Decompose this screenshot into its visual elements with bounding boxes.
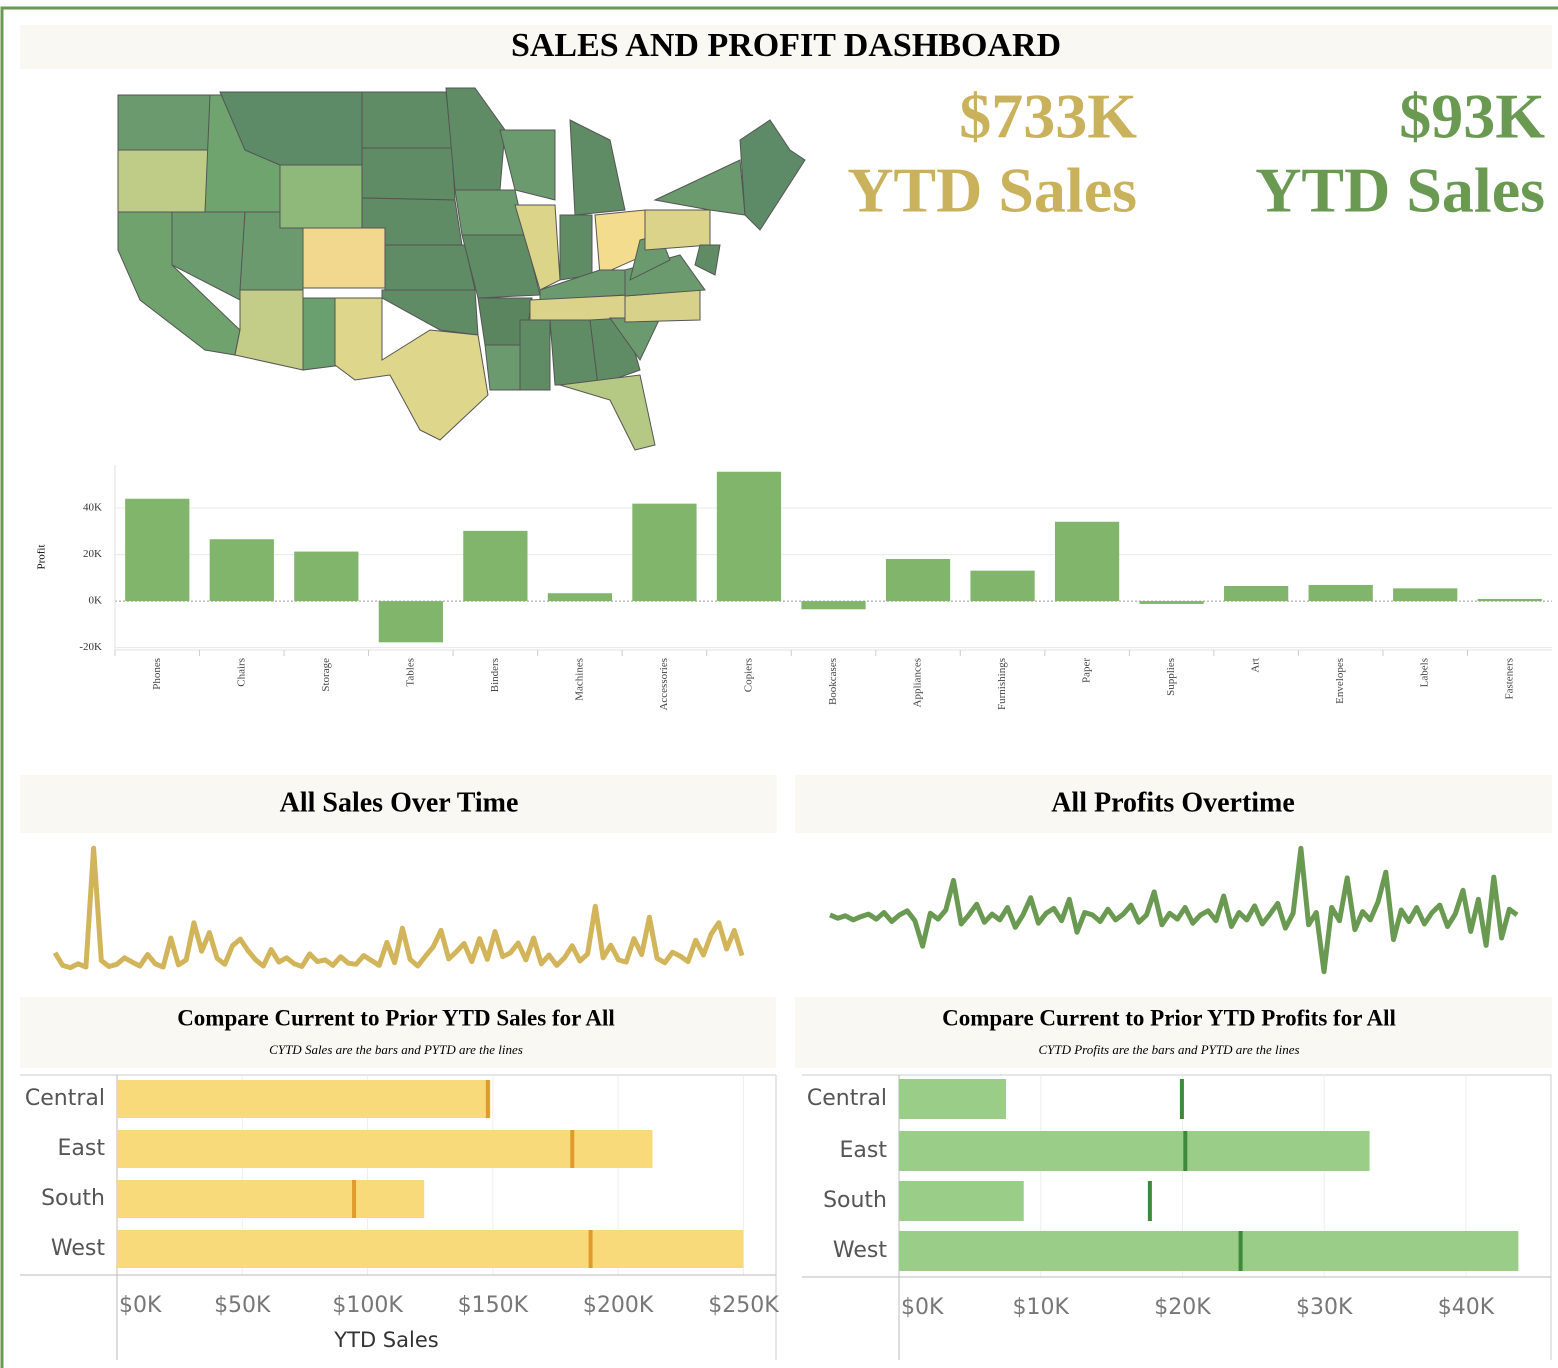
bar bbox=[463, 530, 528, 602]
x-axis-title: YTD Sales bbox=[333, 1328, 438, 1352]
x-tick-label: $200K bbox=[583, 1293, 654, 1318]
title-bar bbox=[20, 25, 1552, 69]
x-tick-label: Phones bbox=[151, 658, 163, 690]
x-tick-label: Storage bbox=[320, 658, 332, 692]
bar bbox=[970, 570, 1035, 602]
bar bbox=[209, 539, 274, 602]
bar bbox=[632, 503, 697, 602]
x-tick-label: $0K bbox=[119, 1293, 162, 1318]
panel-header bbox=[795, 997, 1552, 1068]
bar bbox=[294, 551, 359, 602]
bar bbox=[1139, 601, 1204, 604]
x-tick-label: $250K bbox=[708, 1293, 779, 1318]
bar bbox=[885, 559, 951, 602]
kpi-label: YTD Sales bbox=[1255, 155, 1545, 226]
x-tick-label: $30K bbox=[1296, 1295, 1353, 1320]
x-tick-label: $100K bbox=[332, 1293, 403, 1318]
bar bbox=[801, 601, 866, 610]
bar bbox=[899, 1079, 1007, 1119]
category-label: South bbox=[823, 1188, 887, 1213]
panel-header bbox=[20, 775, 777, 833]
category-label: East bbox=[840, 1138, 888, 1163]
category-label: West bbox=[833, 1238, 887, 1263]
bar bbox=[1224, 586, 1289, 602]
x-tick-label: Accessories bbox=[658, 658, 670, 711]
bar bbox=[117, 1180, 425, 1218]
x-tick-label: Envelopes bbox=[1334, 658, 1346, 704]
us-map bbox=[117, 87, 806, 451]
y-tick-label: 0K bbox=[89, 595, 103, 607]
bar bbox=[1308, 584, 1373, 602]
x-tick-label: $150K bbox=[458, 1293, 529, 1318]
x-tick-label: $0K bbox=[901, 1295, 944, 1320]
x-tick-label: Paper bbox=[1081, 658, 1093, 683]
x-tick-label: Machines bbox=[573, 658, 585, 701]
bar bbox=[117, 1230, 744, 1268]
panel-title: Compare Current to Prior YTD Sales for A… bbox=[177, 1005, 615, 1030]
panel-header bbox=[795, 775, 1552, 833]
panel-title: Compare Current to Prior YTD Profits for… bbox=[942, 1005, 1396, 1030]
bar bbox=[899, 1231, 1519, 1271]
bar bbox=[1477, 598, 1542, 602]
y-tick-label: 40K bbox=[83, 502, 102, 514]
kpi-label: YTD Sales bbox=[847, 155, 1137, 226]
bar bbox=[899, 1181, 1024, 1221]
x-tick-label: Furnishings bbox=[996, 658, 1008, 710]
bar bbox=[378, 601, 443, 643]
panel-subtitle: CYTD Profits are the bars and PYTD are t… bbox=[1038, 1042, 1299, 1057]
panel-subtitle: CYTD Sales are the bars and PYTD are the… bbox=[269, 1042, 523, 1057]
x-tick-label: Labels bbox=[1419, 658, 1431, 687]
x-tick-label: $50K bbox=[214, 1293, 271, 1318]
line bbox=[52, 845, 745, 971]
x-tick-label: $20K bbox=[1154, 1295, 1211, 1320]
panel-header bbox=[20, 997, 776, 1068]
bar bbox=[716, 471, 782, 602]
x-tick-label: Art bbox=[1250, 658, 1262, 673]
x-tick-label: Appliances bbox=[912, 658, 924, 707]
x-tick-label: Chairs bbox=[235, 658, 247, 687]
x-tick-label: Supplies bbox=[1165, 658, 1177, 696]
kpi-value: $93K bbox=[1399, 81, 1545, 152]
bar bbox=[125, 498, 190, 602]
bar bbox=[1393, 588, 1458, 602]
bar bbox=[117, 1130, 653, 1168]
dashboard-title: SALES AND PROFIT DASHBOARD bbox=[511, 27, 1061, 64]
x-tick-label: Bookcases bbox=[827, 658, 839, 705]
bar bbox=[117, 1080, 491, 1118]
x-tick-label: Binders bbox=[489, 658, 501, 692]
y-axis-title: Profit bbox=[36, 544, 48, 569]
frame bbox=[0, 6, 1558, 1368]
y-tick-label: 20K bbox=[83, 548, 102, 560]
category-label: South bbox=[41, 1186, 105, 1211]
bar bbox=[899, 1131, 1370, 1171]
category-label: East bbox=[58, 1136, 106, 1161]
category-label: Central bbox=[807, 1086, 887, 1111]
x-tick-label: Fasteners bbox=[1503, 658, 1515, 700]
x-tick-label: Copiers bbox=[743, 658, 755, 692]
bar bbox=[547, 593, 613, 602]
category-label: West bbox=[51, 1236, 105, 1261]
panel-title: All Profits Overtime bbox=[1051, 787, 1295, 818]
line bbox=[829, 845, 1519, 975]
x-tick-label: $10K bbox=[1013, 1295, 1070, 1320]
category-label: Central bbox=[25, 1086, 105, 1111]
kpi-value: $733K bbox=[959, 81, 1137, 152]
x-tick-label: Tables bbox=[404, 658, 416, 687]
panel-title: All Sales Over Time bbox=[280, 787, 519, 818]
y-tick-label: -20K bbox=[79, 641, 102, 653]
x-tick-label: $40K bbox=[1438, 1295, 1495, 1320]
bar bbox=[1054, 521, 1120, 602]
